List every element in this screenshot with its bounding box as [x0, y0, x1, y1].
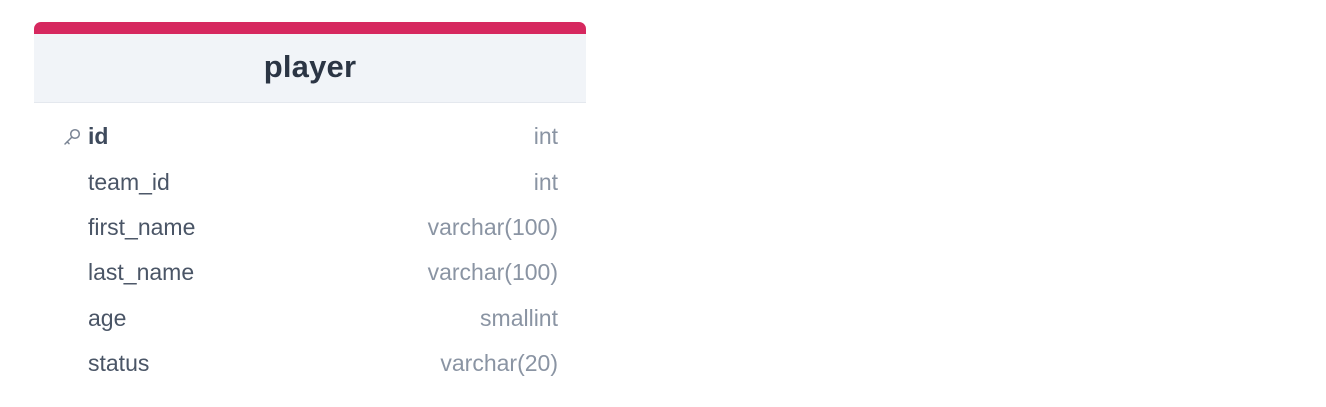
column-name: age — [88, 304, 127, 331]
column-list: id int team_id int first_name varchar(10… — [34, 103, 586, 386]
table-header[interactable]: player — [34, 34, 586, 103]
key-icon — [64, 128, 81, 145]
column-row-status[interactable]: status varchar(20) — [34, 341, 586, 386]
table-accent-bar — [34, 22, 586, 34]
column-row-last-name[interactable]: last_name varchar(100) — [34, 250, 586, 295]
column-name: last_name — [88, 259, 195, 286]
column-type: int — [533, 123, 558, 150]
column-type: varchar(100) — [427, 213, 558, 240]
column-type: smallint — [480, 304, 558, 331]
column-row-team-id[interactable]: team_id int — [34, 159, 586, 204]
column-name: first_name — [88, 213, 196, 240]
column-name: status — [88, 350, 150, 377]
column-type: varchar(100) — [427, 259, 558, 286]
column-row-id[interactable]: id int — [34, 114, 586, 159]
column-row-first-name[interactable]: first_name varchar(100) — [34, 205, 586, 250]
table-card-player[interactable]: player id int team_id int first_name var… — [34, 22, 586, 390]
column-type: varchar(20) — [440, 350, 558, 377]
column-type: int — [533, 168, 558, 195]
table-title: player — [263, 49, 357, 84]
column-name: team_id — [88, 168, 170, 195]
column-name: id — [88, 123, 109, 150]
column-row-age[interactable]: age smallint — [34, 296, 586, 341]
